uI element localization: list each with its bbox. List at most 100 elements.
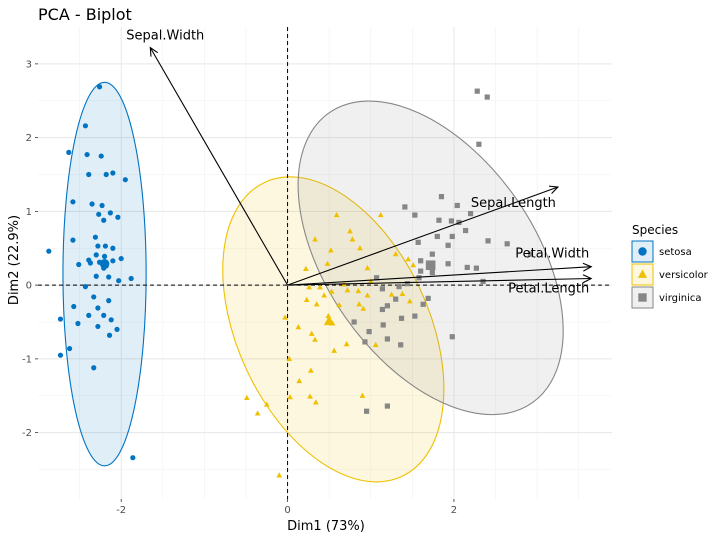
data-point-virginica — [527, 251, 534, 257]
data-point-versicolor — [359, 392, 366, 398]
data-point-virginica — [418, 258, 424, 264]
data-point-setosa — [87, 260, 94, 266]
arrow-line — [287, 277, 592, 286]
data-point-setosa — [92, 234, 98, 240]
y-tick-label: 1 — [26, 207, 32, 218]
legend-marker-setosa — [638, 247, 647, 256]
data-point-setosa — [71, 303, 77, 310]
y-tick-label: -1 — [22, 354, 32, 365]
data-point-versicolor — [327, 247, 334, 253]
arrow-petal-width: Petal.Width — [287, 247, 593, 286]
data-point-setosa — [115, 214, 121, 220]
data-point-versicolor — [296, 377, 303, 384]
data-point-virginica — [362, 339, 368, 345]
data-point-setosa — [128, 275, 134, 282]
data-point-versicolor — [307, 367, 314, 373]
legend-items: setosa versicolor virginica — [631, 240, 709, 309]
data-point-versicolor — [306, 284, 313, 290]
arrow-sepal-width: Sepal.Width — [126, 29, 289, 286]
data-point-virginica — [425, 295, 431, 301]
data-point-versicolor — [276, 472, 283, 478]
data-point-versicolor — [377, 211, 384, 218]
data-point-virginica — [416, 275, 422, 281]
data-point-setosa — [106, 332, 113, 338]
data-point-setosa — [75, 320, 81, 327]
data-point-setosa — [108, 317, 114, 323]
data-point-setosa — [89, 201, 95, 207]
data-point-versicolor — [313, 301, 320, 307]
group-mean-versicolor — [323, 315, 335, 326]
data-point-versicolor — [355, 287, 362, 294]
arrow-line — [287, 266, 592, 286]
x-axis-title: Dim1 (73%) — [287, 519, 365, 534]
data-point-setosa — [93, 252, 99, 258]
data-point-versicolor — [287, 394, 293, 400]
arrow-line — [287, 186, 559, 286]
x-tick-label: -2 — [116, 505, 126, 516]
data-point-versicolor — [343, 341, 350, 347]
data-point-setosa — [82, 284, 89, 290]
variable-label: Sepal.Width — [126, 29, 204, 44]
data-point-virginica — [402, 204, 408, 210]
legend-item-versicolor: versicolor — [631, 263, 709, 286]
data-point-versicolor — [344, 287, 351, 293]
data-point-virginica — [476, 141, 482, 147]
data-point-versicolor — [307, 393, 313, 399]
data-point-setosa — [66, 149, 72, 155]
data-point-setosa — [99, 202, 105, 209]
data-point-versicolor — [367, 278, 374, 284]
data-point-virginica — [398, 315, 405, 321]
data-point-virginica — [474, 88, 480, 94]
data-point-versicolor — [364, 292, 371, 298]
data-point-setosa — [130, 455, 136, 461]
data-point-virginica — [467, 210, 474, 217]
data-point-virginica — [384, 336, 390, 342]
data-point-virginica — [484, 94, 490, 100]
group-mean-virginica — [425, 260, 436, 271]
data-point-versicolor — [347, 228, 353, 234]
data-point-setosa — [101, 312, 107, 318]
arrow-head — [548, 185, 560, 194]
data-point-versicolor — [254, 410, 261, 416]
arrow-head — [582, 262, 593, 272]
data-point-versicolor — [388, 291, 395, 297]
data-point-virginica — [373, 275, 380, 281]
chart-title: PCA - Biplot — [38, 5, 132, 24]
arrow-head — [149, 46, 159, 57]
data-point-virginica — [384, 403, 390, 409]
group-mean-setosa — [99, 258, 110, 269]
data-point-setosa — [101, 217, 107, 223]
data-point-setosa — [110, 170, 116, 176]
legend: Species setosa versicolor virginica — [631, 223, 709, 309]
data-point-setosa — [110, 258, 116, 264]
data-point-virginica — [429, 269, 435, 276]
data-point-versicolor — [399, 290, 406, 297]
data-point-virginica — [473, 265, 480, 271]
data-point-setosa — [101, 253, 108, 259]
data-point-versicolor — [356, 301, 362, 307]
legend-label-versicolor: versicolor — [659, 270, 709, 281]
data-point-virginica — [415, 239, 421, 245]
x-tick-label: 0 — [284, 505, 290, 516]
reference-lines — [38, 27, 612, 499]
data-point-virginica — [363, 408, 370, 414]
data-point-setosa — [91, 365, 97, 371]
data-point-virginica — [438, 194, 445, 200]
x-tick-label: 2 — [451, 505, 457, 516]
y-tick-label: 3 — [26, 59, 32, 70]
data-point-setosa — [70, 199, 76, 205]
data-point-virginica — [398, 342, 404, 348]
y-axis-title: Dim2 (22.9%) — [7, 215, 22, 305]
data-point-versicolor — [263, 401, 270, 407]
data-point-versicolor — [360, 305, 367, 311]
data-point-virginica — [448, 218, 455, 224]
ellipse-setosa — [62, 81, 147, 467]
arrow-line — [149, 47, 289, 286]
data-point-virginica — [366, 328, 372, 335]
data-point-virginica — [445, 261, 451, 267]
data-point-virginica — [396, 284, 402, 290]
y-tick-label: -2 — [22, 428, 32, 439]
data-point-versicolor — [406, 298, 413, 304]
